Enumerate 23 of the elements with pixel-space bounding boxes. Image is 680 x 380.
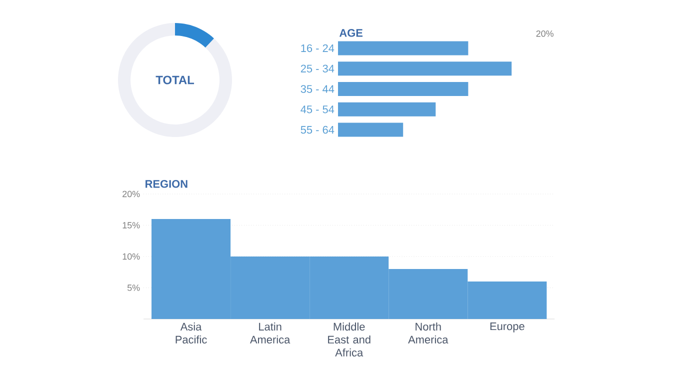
text: TOTAL xyxy=(156,76,194,84)
y-tick-label: 25 - 34 xyxy=(300,64,334,72)
text: 20% xyxy=(536,30,554,37)
x-tick-label: North America xyxy=(408,322,448,344)
y-tick-label: 35 - 44 xyxy=(300,85,334,93)
x-tick-label: Latin America xyxy=(250,322,290,344)
y-tick-label: 20% xyxy=(122,190,140,198)
x-tick-label: Asia Pacific xyxy=(176,322,207,344)
chart-title: REGION xyxy=(146,180,188,188)
x-tick-label: Middle East and Africa xyxy=(328,322,370,356)
x-tick-label: Europe xyxy=(490,322,524,332)
y-tick-label: 15% xyxy=(122,222,140,228)
y-tick-label: 10% xyxy=(122,253,140,260)
y-tick-label: 45 - 54 xyxy=(300,106,334,114)
y-tick-label: 16 - 24 xyxy=(301,44,334,52)
y-tick-label: 5% xyxy=(127,284,140,291)
bar xyxy=(338,122,404,137)
y-tick-label: 55 - 64 xyxy=(300,126,334,134)
bar xyxy=(338,41,468,56)
bar xyxy=(338,82,468,96)
bar xyxy=(338,62,512,76)
bar xyxy=(338,102,436,116)
chart-title: AGE xyxy=(339,29,363,37)
